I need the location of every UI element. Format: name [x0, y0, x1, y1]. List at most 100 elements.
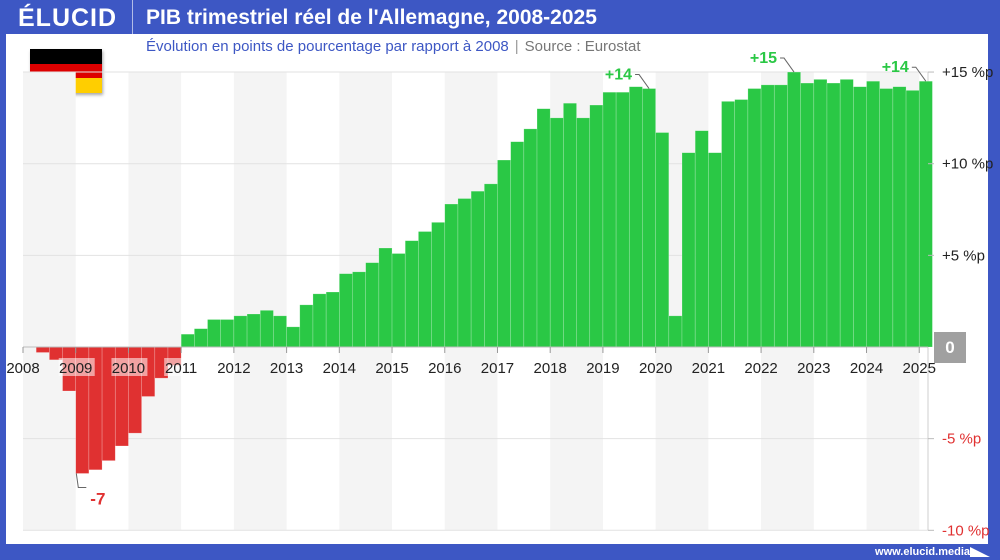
bar-positive	[180, 333, 195, 348]
bar-positive	[325, 291, 340, 348]
header: ÉLUCID PIB trimestriel réel de l'Allemag…	[0, 0, 1000, 34]
bar-positive	[312, 293, 327, 348]
year-band	[128, 72, 182, 530]
x-axis-label: 2018	[534, 360, 567, 377]
bar-positive	[431, 222, 446, 348]
footer-url[interactable]: www.elucid.media	[875, 546, 970, 558]
flag-stripe-black	[30, 49, 102, 64]
bar-positive	[668, 315, 683, 348]
bar-positive	[576, 117, 591, 348]
x-axis-label: 2024	[850, 360, 883, 377]
bar-positive	[826, 82, 841, 348]
x-axis-label: 2013	[270, 360, 303, 377]
bar-negative	[35, 346, 50, 353]
source-text: Source : Eurostat	[524, 38, 641, 55]
annotation-label: +14	[882, 59, 909, 76]
x-label-backdrop	[111, 358, 148, 376]
bar-negative	[49, 346, 63, 361]
bar-positive	[800, 82, 815, 348]
bar-positive	[483, 183, 498, 348]
elucid-logo: ÉLUCID	[18, 4, 118, 32]
bar-positive	[510, 141, 525, 348]
bar-positive	[747, 88, 762, 348]
bar-positive	[444, 203, 459, 348]
x-axis-label: 2011	[165, 360, 197, 377]
y-axis-label: +5 %p	[942, 247, 985, 264]
bar-positive	[339, 273, 353, 348]
bar-positive	[589, 104, 604, 348]
x-axis-label: 2010	[112, 360, 145, 377]
x-axis-label: 2019	[586, 360, 619, 377]
bar-positive	[470, 190, 485, 348]
x-axis-label: 2014	[323, 360, 356, 377]
bar-positive	[549, 117, 564, 348]
bar-positive	[918, 80, 933, 348]
annotation-label: +15	[750, 50, 777, 67]
y-axis-label: -10 %p	[942, 522, 990, 539]
x-label-backdrop	[58, 358, 95, 376]
bar-positive	[655, 132, 670, 348]
x-axis-label: 2009	[59, 360, 92, 377]
bar-positive	[365, 262, 380, 348]
chart-subtitle: Évolution en points de pourcentage par r…	[146, 38, 641, 55]
bar-positive	[642, 88, 656, 348]
bar-positive	[536, 108, 551, 348]
bar-positive	[615, 91, 630, 348]
y-axis-label: +15 %p	[942, 64, 993, 81]
bar-positive	[866, 80, 881, 348]
subtitle-text: Évolution en points de pourcentage par r…	[146, 38, 509, 55]
bar-positive	[760, 84, 775, 348]
bar-positive	[628, 86, 643, 348]
bar-positive	[523, 128, 538, 348]
bar-positive	[273, 315, 287, 348]
bar-positive	[708, 152, 722, 348]
bar-positive	[391, 253, 406, 348]
bar-positive	[839, 79, 854, 348]
bar-positive	[220, 319, 235, 348]
x-axis-label: 2020	[639, 360, 672, 377]
bar-positive	[694, 130, 709, 348]
bar-positive	[497, 159, 511, 348]
bar-positive	[892, 86, 907, 348]
x-axis-label: 2008	[6, 360, 39, 377]
bar-positive	[246, 313, 261, 348]
y-axis-label: -5 %p	[942, 431, 981, 448]
x-label-backdrop	[164, 358, 201, 376]
bar-positive	[378, 247, 393, 348]
y-axis-label-zero: 0	[945, 338, 954, 357]
annotation-label: +14	[605, 67, 632, 84]
bar-positive	[233, 315, 248, 348]
annotation-leader	[911, 66, 927, 82]
x-axis-label: 2023	[797, 360, 830, 377]
bar-positive	[813, 79, 828, 348]
bar-positive	[259, 310, 274, 348]
bar-positive	[194, 328, 208, 348]
annotation-leader	[75, 473, 87, 488]
x-axis-label: 2016	[428, 360, 461, 377]
year-band	[233, 72, 287, 530]
x-axis-label: 2025	[903, 360, 936, 377]
subtitle-separator: |	[514, 38, 519, 55]
x-axis-label: 2017	[481, 360, 514, 377]
year-band	[23, 72, 76, 530]
annotation-label: -7	[90, 489, 105, 508]
bar-positive	[681, 152, 696, 348]
bar-positive	[734, 99, 749, 348]
bar-positive	[602, 91, 617, 348]
x-axis-label: 2015	[375, 360, 408, 377]
bar-positive	[299, 304, 314, 348]
chart-title: PIB trimestriel réel de l'Allemagne, 200…	[146, 6, 597, 29]
bar-positive	[352, 271, 366, 348]
bar-positive	[773, 84, 788, 348]
bar-positive	[404, 240, 419, 348]
bar-positive	[207, 319, 222, 348]
bar-positive	[879, 88, 894, 348]
bar-positive	[563, 102, 577, 348]
bar-positive	[905, 90, 920, 348]
elucid-mark-icon	[970, 547, 990, 557]
bar-positive	[787, 71, 801, 348]
annotation-leader	[780, 57, 795, 73]
bar-positive	[457, 198, 472, 348]
y-axis-label: +10 %p	[942, 156, 993, 173]
